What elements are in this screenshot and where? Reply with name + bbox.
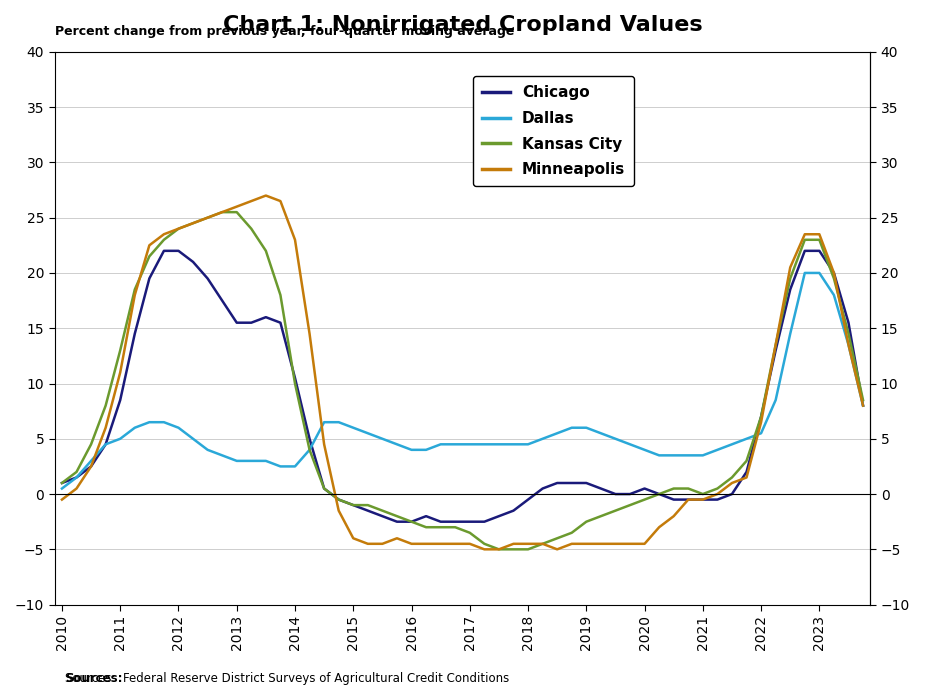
Line: Minneapolis: Minneapolis	[62, 195, 863, 550]
Kansas City	[216, 208, 228, 216]
Minneapolis	[260, 191, 271, 200]
Kansas City	[56, 479, 68, 487]
Kansas City	[857, 396, 869, 404]
Dallas	[551, 429, 562, 437]
Legend: Chicago, Dallas, Kansas City, Minneapolis: Chicago, Dallas, Kansas City, Minneapoli…	[473, 76, 635, 186]
Kansas City	[581, 518, 592, 526]
Dallas	[799, 269, 810, 277]
Chicago	[56, 479, 68, 487]
Minneapolis	[610, 540, 621, 548]
Kansas City	[493, 545, 504, 554]
Line: Kansas City: Kansas City	[62, 212, 863, 550]
Chicago	[610, 490, 621, 498]
Chicago	[391, 518, 402, 526]
Kansas City	[363, 501, 374, 509]
Dallas	[581, 423, 592, 432]
Minneapolis	[363, 540, 374, 548]
Dallas	[56, 484, 68, 493]
Chicago	[857, 401, 869, 410]
Chicago	[363, 507, 374, 515]
Kansas City	[610, 507, 621, 515]
Chicago	[537, 484, 549, 493]
Line: Dallas: Dallas	[62, 273, 863, 489]
Dallas	[71, 473, 82, 482]
Minneapolis	[479, 545, 490, 554]
Minneapolis	[857, 401, 869, 410]
Text: Percent change from previous year, four-quarter moving average: Percent change from previous year, four-…	[55, 25, 514, 38]
Line: Chicago: Chicago	[62, 251, 863, 522]
Minneapolis	[581, 540, 592, 548]
Kansas City	[537, 540, 549, 548]
Minneapolis	[56, 495, 68, 504]
Minneapolis	[537, 540, 549, 548]
Text: Sources:: Sources:	[65, 672, 122, 685]
Kansas City	[71, 468, 82, 476]
Dallas	[668, 451, 679, 459]
Chicago	[581, 479, 592, 487]
Minneapolis	[697, 495, 709, 504]
Dallas	[508, 440, 519, 448]
Text: Sources:  Federal Reserve District Surveys of Agricultural Credit Conditions: Sources: Federal Reserve District Survey…	[65, 672, 509, 685]
Chicago	[71, 473, 82, 482]
Minneapolis	[71, 484, 82, 493]
Kansas City	[697, 490, 709, 498]
Chicago	[697, 495, 709, 504]
Title: Chart 1: Nonirrigated Cropland Values: Chart 1: Nonirrigated Cropland Values	[223, 15, 702, 35]
Dallas	[348, 423, 359, 432]
Chicago	[158, 247, 169, 255]
Dallas	[857, 401, 869, 410]
